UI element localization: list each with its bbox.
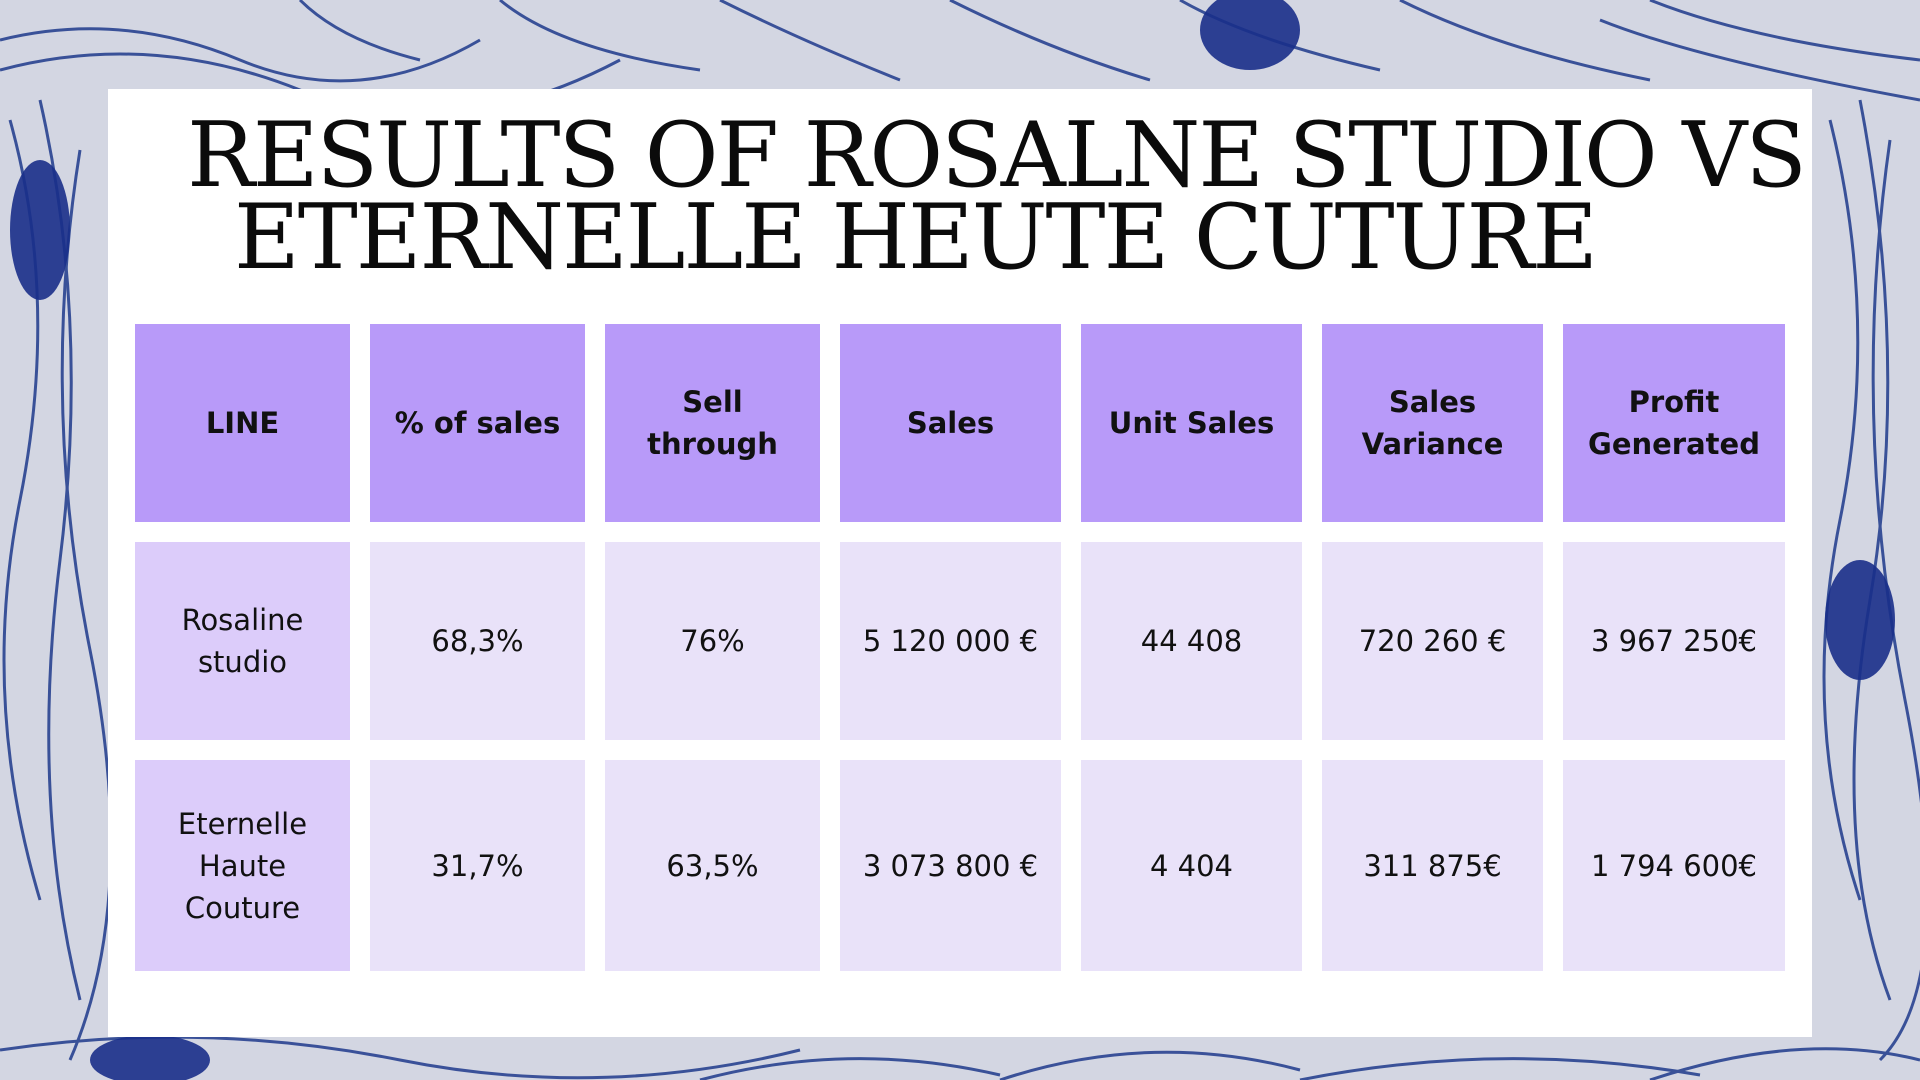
row-rosaline-sales: 5 120 000 € (840, 542, 1061, 740)
row-eternelle-line: Eternelle Haute Couture (135, 760, 350, 971)
header-unit-sales: Unit Sales (1081, 324, 1302, 522)
header-sales-variance: Sales Variance (1322, 324, 1543, 522)
title-line-2: ETERNELLE HEUTE CUTURE (234, 185, 1598, 290)
row-rosaline-unit-sales: 44 408 (1081, 542, 1302, 740)
results-table: LINE % of sales Sell through Sales Unit … (135, 324, 1789, 971)
header-profit-generated: Profit Generated (1563, 324, 1785, 522)
header-sell-through: Sell through (605, 324, 820, 522)
header-sales: Sales (840, 324, 1061, 522)
row-rosaline-profit-generated: 3 967 250€ (1563, 542, 1785, 740)
row-rosaline-sales-variance: 720 260 € (1322, 542, 1543, 740)
row-eternelle-sales: 3 073 800 € (840, 760, 1061, 971)
content-card: RESULTS OF ROSALNE STUDIO VS ETERNELLE H… (108, 89, 1812, 1037)
title-line-1: RESULTS OF ROSALNE STUDIO VS (187, 103, 1807, 208)
row-eternelle-sell-through: 63,5% (605, 760, 820, 971)
row-eternelle-sales-variance: 311 875€ (1322, 760, 1543, 971)
page-title: RESULTS OF ROSALNE STUDIO VS ETERNELLE H… (108, 103, 1812, 290)
header-line: LINE (135, 324, 350, 522)
row-rosaline-line: Rosaline studio (135, 542, 350, 740)
row-eternelle-unit-sales: 4 404 (1081, 760, 1302, 971)
row-rosaline-sell-through: 76% (605, 542, 820, 740)
row-rosaline-percent-of-sales: 68,3% (370, 542, 585, 740)
header-percent-of-sales: % of sales (370, 324, 585, 522)
row-eternelle-percent-of-sales: 31,7% (370, 760, 585, 971)
row-eternelle-profit-generated: 1 794 600€ (1563, 760, 1785, 971)
